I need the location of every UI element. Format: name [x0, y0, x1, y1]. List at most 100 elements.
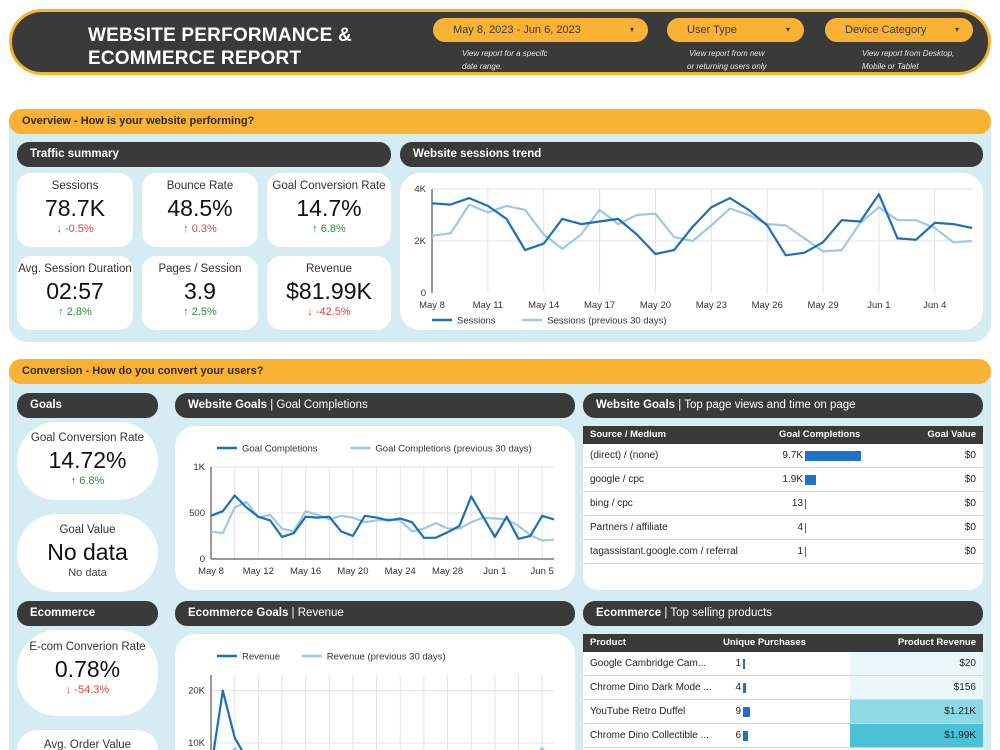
x-tick-label: May 16: [290, 566, 321, 577]
table-header: Product Unique Purchases Product Revenue: [583, 634, 983, 652]
kpi-goal-conversion-rate-2: Goal Conversion Rate 14.72% ↑ 6.8%: [17, 422, 158, 500]
arrow-up-icon: ↑: [183, 306, 192, 318]
kpi-label: Pages / Session: [158, 263, 242, 275]
revenue-svg: 10K 20K Revenue Revenue (previous 30 days): [188, 652, 554, 750]
x-tick-label: May 29: [807, 300, 838, 311]
heading-bold: Website Goals: [188, 399, 268, 411]
x-tick-label: May 17: [584, 300, 615, 311]
x-tick-label: May 26: [752, 300, 783, 311]
arrow-up-icon: ↑: [58, 306, 67, 318]
heading-rest: | Revenue: [288, 607, 344, 619]
device-category-dropdown[interactable]: Device Category ▾: [825, 18, 973, 42]
kpi-bounce-rate: Bounce Rate 48.5% ↑ 0.3%: [142, 173, 258, 247]
y-tick-label: 0: [200, 554, 205, 565]
x-tick-label: Jun 4: [923, 300, 946, 311]
revenue-chart: 10K 20K Revenue Revenue (previous 30 days): [175, 634, 575, 750]
x-tick-label: May 28: [432, 566, 463, 577]
source-medium-cell: (direct) / (none): [590, 450, 659, 461]
unique-purchases-bar: [743, 683, 746, 693]
x-tick-label: May 24: [385, 566, 416, 577]
goal-value-cell: $0: [964, 522, 976, 533]
product-cell: YouTube Retro Duffel: [590, 706, 686, 717]
heading-bold: Website Goals: [596, 399, 676, 411]
kpi-value: No data: [47, 539, 128, 565]
hint-line: View report from Desktop,: [862, 49, 955, 58]
goal-value-cell: $0: [964, 546, 976, 557]
column-header[interactable]: Unique Purchases: [723, 637, 806, 648]
column-header[interactable]: Source / Medium: [590, 429, 667, 440]
column-header[interactable]: Goal Value: [927, 429, 976, 440]
column-header[interactable]: Goal Completions: [779, 429, 861, 440]
traffic-summary-title: Traffic summary: [30, 148, 119, 160]
table-row[interactable]: YouTube Retro Duffel 9 $1.21K: [583, 700, 983, 724]
user-type-hint: View report from new or returning users …: [687, 47, 767, 73]
kpi-delta-value: 2.5%: [191, 306, 217, 318]
table-row[interactable]: Chrome Dino Collectible ... 6 $1.99K: [583, 724, 983, 748]
y-tick-label: 0: [421, 288, 426, 299]
user-type-dropdown[interactable]: User Type ▾: [667, 18, 804, 42]
legend-label: Sessions (previous 30 days): [547, 316, 666, 327]
product-revenue-cell: $1.99K: [850, 724, 983, 747]
goal-completions-cell: 1.9K: [782, 474, 803, 485]
goals-heading: Goals: [17, 393, 158, 418]
ecommerce-heading: Ecommerce: [17, 601, 158, 626]
report-title: WEBSITE PERFORMANCE & ECOMMERCE REPORT: [88, 24, 352, 70]
goal-completions-bar: [805, 523, 807, 533]
series-line: [431, 203, 973, 253]
goal-completions-cell: 9.7K: [782, 450, 803, 461]
table-body: Google Cambridge Cam... 1 $20 Chrome Dino D…: [583, 652, 983, 748]
report-header: WEBSITE PERFORMANCE & ECOMMERCE REPORT M…: [9, 9, 991, 75]
table-row[interactable]: google / cpc 1.9K $0: [583, 468, 983, 492]
legend-label: Revenue: [242, 652, 280, 663]
date-range-dropdown[interactable]: May 8, 2023 - Jun 6, 2023 ▾: [433, 18, 648, 42]
arrow-down-icon: ↓: [307, 306, 316, 318]
unique-purchases-cell: 1: [735, 658, 741, 669]
table-row[interactable]: Partners / affiliate 4 $0: [583, 516, 983, 540]
hint-line: View report from new: [689, 49, 765, 58]
date-range-hint: View report for a specifc date range.: [462, 47, 548, 73]
column-header[interactable]: Product: [590, 637, 626, 648]
kpi-delta: ↑ 2.5%: [142, 306, 258, 319]
goal-value-cell: $0: [964, 474, 976, 485]
kpi-revenue: Revenue $81.99K ↓ -42.5%: [267, 256, 391, 330]
ecommerce-title: Ecommerce: [30, 607, 96, 619]
hint-line: Mobile or Tablet: [862, 62, 919, 71]
kpi-sessions: Sessions 78.7K ↓ -0.5%: [17, 173, 133, 247]
y-tick-label: 20K: [188, 686, 206, 697]
goals-source-table: Source / Medium Goal Completions Goal Va…: [583, 426, 983, 590]
goal-value-cell: $0: [964, 498, 976, 509]
table-row[interactable]: bing / cpc 13 $0: [583, 492, 983, 516]
device-category-hint: View report from Desktop, Mobile or Tabl…: [862, 47, 954, 73]
arrow-down-icon: ↓: [65, 684, 75, 696]
hint-line: or returning users only: [687, 62, 767, 71]
source-medium-cell: Partners / affiliate: [590, 522, 668, 533]
product-revenue-cell: $156: [850, 676, 983, 699]
kpi-label: Bounce Rate: [166, 180, 234, 192]
kpi-delta-value: 2.8%: [66, 306, 92, 318]
kpi-delta: ↓ -54.3%: [17, 684, 158, 697]
table-row[interactable]: Google Cambridge Cam... 1 $20: [583, 652, 983, 676]
y-tick-label: 2K: [414, 236, 426, 247]
goal-completions-cell: 13: [791, 498, 803, 509]
sessions-trend-chart: 0 2K 4K May 8 May 11 May 14 May 17 May 20 May 23…: [400, 173, 983, 330]
kpi-delta-value: 6.8%: [79, 475, 105, 487]
table-row[interactable]: tagassistant.google.com / referral 1 $0: [583, 540, 983, 564]
x-tick-label: May 11: [473, 300, 503, 311]
kpi-delta: ↑ 6.8%: [17, 475, 158, 488]
legend-label: Goal Completions (previous 30 days): [375, 444, 531, 455]
kpi-delta-value: 0.3%: [191, 223, 217, 235]
chevron-down-icon: ▾: [785, 25, 790, 34]
hint-line: View report for a specifc: [462, 49, 548, 58]
column-header[interactable]: Product Revenue: [897, 637, 976, 648]
report-title-line-2: ECOMMERCE REPORT: [88, 48, 302, 69]
goal-value-cell: $0: [964, 450, 976, 461]
arrow-down-icon: ↓: [56, 223, 65, 235]
source-medium-cell: bing / cpc: [590, 498, 633, 509]
kpi-avg-order-value: Avg. Order Value: [17, 730, 158, 750]
table-row[interactable]: (direct) / (none) 9.7K $0: [583, 444, 983, 468]
sessions-trend-svg: 0 2K 4K May 8 May 11 May 14 May 17 May 20 May 23…: [414, 184, 973, 327]
kpi-value: 02:57: [46, 278, 104, 304]
table-row[interactable]: Chrome Dino Dark Mode ... 4 $156: [583, 676, 983, 700]
kpi-goal-value: Goal Value No data No data: [17, 514, 158, 592]
legend-label: Revenue (previous 30 days): [327, 652, 446, 663]
